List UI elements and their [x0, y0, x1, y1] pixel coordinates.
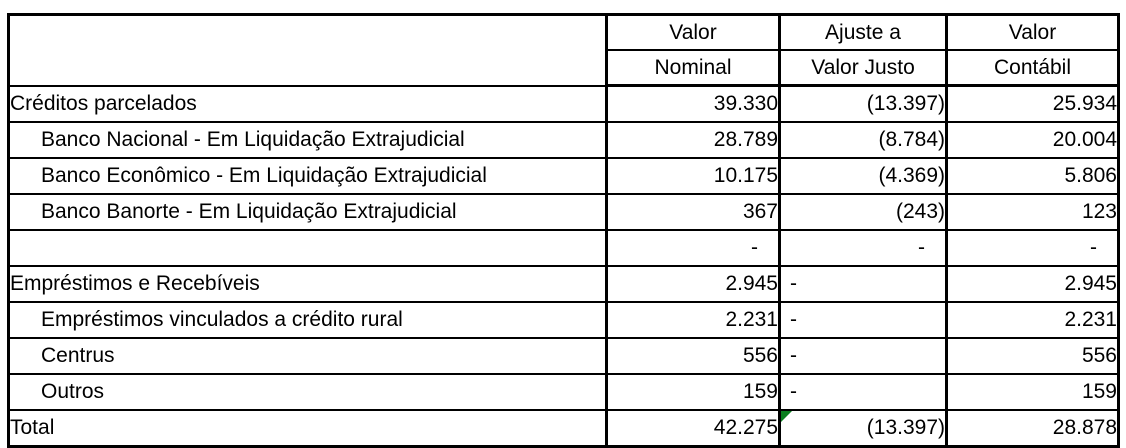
table-row: Total 42.275 (13.397) 28.878 [7, 409, 1120, 448]
table-row: Outros 159-159 [7, 373, 1120, 411]
header-valor-nominal-line1: Valor [605, 13, 781, 51]
financial-table-page: Valor Ajuste a Valor Nominal Valor Justo… [7, 13, 1120, 448]
ajuste-valor-justo-cell: - [778, 229, 948, 267]
valor-nominal-cell: 28.789 [605, 121, 781, 159]
valor-nominal-cell: 42.275 [605, 409, 781, 448]
table-header: Valor Ajuste a Valor Nominal Valor Justo… [7, 13, 1120, 87]
valor-contabil-cell: 2.231 [945, 301, 1120, 339]
ajuste-valor-justo-cell: (4.369) [778, 157, 948, 195]
header-ajuste-line2: Valor Justo [778, 49, 948, 87]
header-empty-cell [7, 13, 608, 87]
table-row: Empréstimos e Recebíveis 2.945-2.945 [7, 265, 1120, 303]
ajuste-valor-justo-cell: - [778, 337, 948, 375]
header-valor-contabil-line2: Contábil [945, 49, 1120, 87]
valor-nominal-cell: 2.945 [605, 265, 781, 303]
valor-contabil-cell: 159 [945, 373, 1120, 411]
valor-contabil-cell: 5.806 [945, 157, 1120, 195]
valor-nominal-cell: 39.330 [605, 84, 781, 123]
row-label-cell: Total [7, 409, 608, 448]
valor-contabil-cell: 2.945 [945, 265, 1120, 303]
header-valor-nominal-line2: Nominal [605, 49, 781, 87]
row-label-cell: Banco Nacional - Em Liquidação Extrajudi… [7, 121, 608, 159]
ajuste-valor-justo-cell: - [778, 373, 948, 411]
table-row: Centrus 556-556 [7, 337, 1120, 375]
table-row: Banco Nacional - Em Liquidação Extrajudi… [7, 121, 1120, 159]
valor-contabil-cell: 28.878 [945, 409, 1120, 448]
row-label-cell: Empréstimos e Recebíveis [7, 265, 608, 303]
row-label-cell: Empréstimos vinculados a crédito rural [7, 301, 608, 339]
row-label-cell: Banco Econômico - Em Liquidação Extrajud… [7, 157, 608, 195]
header-ajuste-line1: Ajuste a [778, 13, 948, 51]
row-label-cell: Banco Banorte - Em Liquidação Extrajudic… [7, 193, 608, 231]
header-row-1: Valor Ajuste a Valor [7, 13, 1120, 87]
ajuste-valor-justo-cell: - [778, 265, 948, 303]
table-row: Banco Banorte - Em Liquidação Extrajudic… [7, 193, 1120, 231]
valor-nominal-cell: 10.175 [605, 157, 781, 195]
header-valor-contabil-line1: Valor [945, 13, 1120, 51]
valor-contabil-cell: 556 [945, 337, 1120, 375]
table-body: Créditos parcelados 39.330 (13.397) 25.934 B… [7, 84, 1120, 448]
excel-error-indicator-icon [782, 411, 792, 422]
valor-contabil-cell: 123 [945, 193, 1120, 231]
table-row: --- [7, 229, 1120, 267]
fair-value-adjustment-table: Valor Ajuste a Valor Nominal Valor Justo… [7, 13, 1120, 448]
valor-contabil-cell: 20.004 [945, 121, 1120, 159]
valor-contabil-cell: 25.934 [945, 84, 1120, 123]
header-row-2: Nominal Valor Justo Contábil [9, 49, 1120, 87]
row-label-cell [7, 229, 608, 267]
row-label-cell: Centrus [7, 337, 608, 375]
table-row: Créditos parcelados 39.330 (13.397) 25.934 [7, 84, 1120, 123]
table-row: Empréstimos vinculados a crédito rural 2.… [7, 301, 1120, 339]
valor-nominal-cell: 367 [605, 193, 781, 231]
ajuste-valor-justo-cell: (243) [778, 193, 948, 231]
ajuste-valor-justo-cell: (13.397) [778, 84, 948, 123]
valor-nominal-cell: 159 [605, 373, 781, 411]
ajuste-valor-justo-cell: (13.397) [778, 409, 948, 448]
valor-nominal-cell: 2.231 [605, 301, 781, 339]
valor-nominal-cell: - [605, 229, 781, 267]
ajuste-valor-justo-cell: - [778, 301, 948, 339]
table-row: Banco Econômico - Em Liquidação Extrajud… [7, 157, 1120, 195]
ajuste-valor-justo-cell: (8.784) [778, 121, 948, 159]
valor-nominal-cell: 556 [605, 337, 781, 375]
row-label-cell: Créditos parcelados [7, 84, 608, 123]
valor-contabil-cell: - [945, 229, 1120, 267]
row-label-cell: Outros [7, 373, 608, 411]
